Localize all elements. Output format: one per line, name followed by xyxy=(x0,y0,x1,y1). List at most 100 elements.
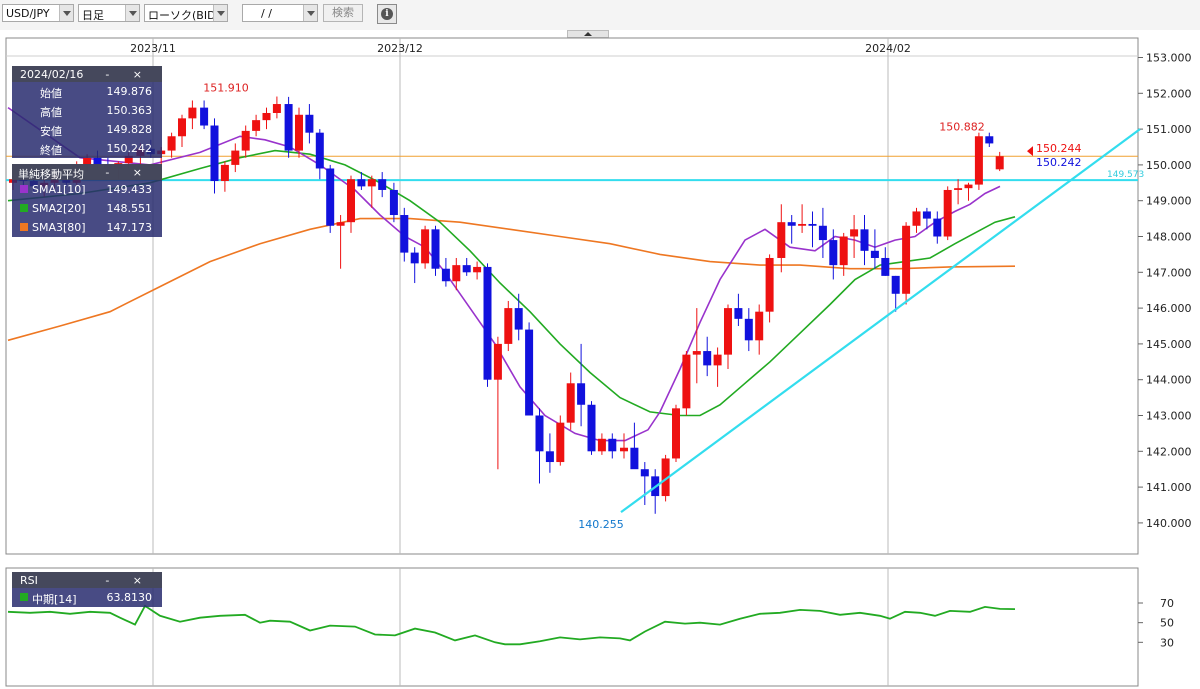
symbol-select[interactable]: USD/JPY xyxy=(2,4,74,22)
candle xyxy=(682,351,691,416)
candle xyxy=(912,207,921,233)
candle-body xyxy=(462,265,471,273)
candle xyxy=(514,293,523,341)
candle-body xyxy=(661,458,670,497)
timeframe-select[interactable]: 日足 xyxy=(78,4,140,22)
ohlc-label: 高値 xyxy=(40,106,62,119)
ohlc-date: 2024/02/16 xyxy=(20,68,84,81)
panel-controls[interactable]: - × xyxy=(105,166,152,179)
panel-controls[interactable]: - × xyxy=(105,574,152,587)
date-input[interactable]: / / xyxy=(242,4,318,22)
sma-value: 148.551 xyxy=(106,202,153,215)
candle xyxy=(713,347,722,387)
y-tick-label: 151.000 xyxy=(1146,123,1192,136)
candle xyxy=(608,433,617,459)
candle xyxy=(672,404,680,463)
candle xyxy=(241,125,250,158)
candle-body xyxy=(964,184,973,189)
rsi-value: 63.8130 xyxy=(106,591,153,604)
candle-body xyxy=(389,189,398,216)
candle xyxy=(336,215,345,269)
x-tick-label: 2023/11 xyxy=(130,42,176,55)
candle xyxy=(597,433,606,455)
candle-body xyxy=(713,354,722,366)
candle xyxy=(421,225,430,269)
candle xyxy=(640,462,649,505)
candle-body xyxy=(284,104,293,151)
timeframe-value: 日足 xyxy=(82,9,104,22)
candle-body xyxy=(682,354,691,409)
candle-body xyxy=(787,222,796,226)
symbol-value: USD/JPY xyxy=(6,7,50,20)
sma-row: SMA2[20] 148.551 xyxy=(12,199,162,218)
candle xyxy=(252,114,261,137)
candle-body xyxy=(870,250,879,258)
rsi-panel: RSI - × 中期[14] 63.8130 xyxy=(12,572,162,607)
candle xyxy=(452,257,461,291)
candle xyxy=(692,308,701,384)
candle-body xyxy=(378,179,387,190)
candle-body xyxy=(954,188,963,190)
candle-body xyxy=(724,308,732,355)
candle-body xyxy=(587,404,596,452)
candle xyxy=(850,215,859,258)
sma-label: SMA2[20] xyxy=(32,202,86,215)
candle-body xyxy=(912,211,921,226)
rsi-row: 中期[14] 63.8130 xyxy=(12,588,162,607)
candle-body xyxy=(483,266,492,380)
candle-body xyxy=(167,136,176,151)
candle-body xyxy=(620,447,628,452)
rsi-line xyxy=(7,604,1016,646)
candle-body xyxy=(798,223,807,226)
candle-body xyxy=(818,225,827,241)
candle-body xyxy=(985,136,994,144)
y-tick-label: 140.000 xyxy=(1146,517,1192,530)
candle xyxy=(473,261,482,280)
candle-body xyxy=(326,168,335,226)
chevron-down-icon[interactable] xyxy=(59,5,73,21)
candle xyxy=(493,336,502,470)
candle xyxy=(902,222,911,305)
price-tag: 150.242 xyxy=(1036,156,1082,169)
candle-body xyxy=(577,383,586,405)
candle xyxy=(577,343,586,427)
chart-type-select[interactable]: ローソク(BID) xyxy=(144,4,228,22)
candle xyxy=(545,433,554,473)
ohlc-value: 149.828 xyxy=(106,123,153,136)
sma-label: SMA3[80] xyxy=(32,221,86,234)
rsi-swatch xyxy=(20,593,28,601)
y-tick-label: 146.000 xyxy=(1146,302,1192,315)
info-button[interactable]: i xyxy=(377,4,397,24)
candle xyxy=(765,254,774,323)
candle-body xyxy=(922,211,931,219)
ohlc-label: 安値 xyxy=(40,125,62,138)
ohlc-value: 150.363 xyxy=(106,104,153,117)
price-annotations: 151.910 150.882 140.255 xyxy=(203,82,985,531)
candle-body xyxy=(839,236,848,266)
chevron-down-icon[interactable] xyxy=(303,5,317,21)
candle-body xyxy=(452,265,461,282)
rsi-panel-header: RSI - × xyxy=(12,572,162,588)
y-tick-label: 153.000 xyxy=(1146,52,1192,65)
sma1-swatch xyxy=(20,185,28,193)
candle xyxy=(808,211,817,248)
search-button[interactable]: 検索 xyxy=(323,4,363,22)
panel-controls[interactable]: - × xyxy=(105,68,152,81)
chevron-down-icon[interactable] xyxy=(125,5,139,21)
candle xyxy=(483,263,492,387)
candle-body xyxy=(744,318,753,341)
candle-body xyxy=(808,223,817,226)
sma-label: SMA1[10] xyxy=(32,183,86,196)
y-tick-label: 141.000 xyxy=(1146,481,1192,494)
candle-body xyxy=(220,164,229,182)
candle xyxy=(943,186,952,241)
chevron-down-icon[interactable] xyxy=(213,5,227,21)
candle-body xyxy=(943,189,952,237)
candle-body xyxy=(777,222,786,258)
price-tag: 149.573 xyxy=(1107,170,1144,180)
rsi-y-tick-label: 50 xyxy=(1160,617,1174,630)
candle-body xyxy=(473,266,482,273)
ohlc-row-low: 安値 149.828 xyxy=(12,120,162,139)
ohlc-row-high: 高値 150.363 xyxy=(12,101,162,120)
